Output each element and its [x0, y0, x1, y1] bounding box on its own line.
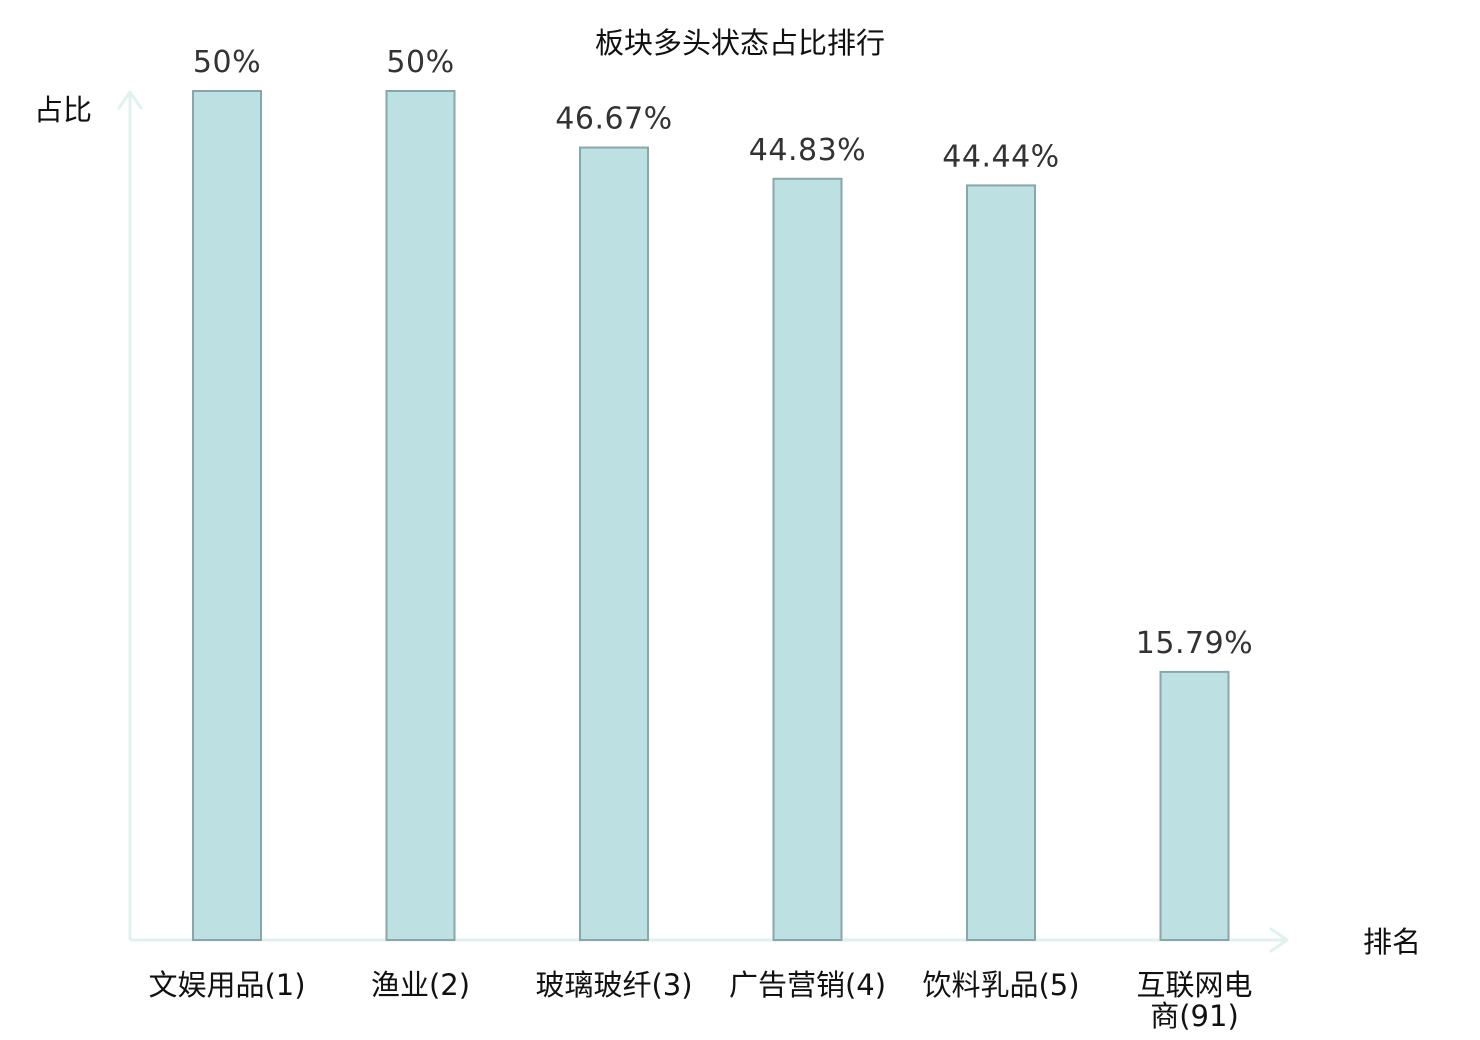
bar-value-label: 46.67% — [555, 102, 672, 137]
x-tick-label: 饮料乳品(5) — [922, 968, 1079, 1002]
bar — [385, 90, 456, 941]
bar — [1159, 670, 1230, 941]
x-axis: 排名 — [130, 925, 1421, 959]
x-tick-label: 渔业(2) — [371, 968, 470, 1002]
x-tick-label: 商(91) — [1150, 999, 1239, 1033]
bar — [966, 184, 1036, 941]
bar-value-label: 44.44% — [942, 139, 1059, 174]
x-tick-label: 广告营销(4) — [729, 968, 886, 1002]
x-axis-arrow-icon — [1269, 927, 1289, 953]
y-axis: 占比 — [34, 90, 143, 940]
x-tick-label: 文娱用品(1) — [148, 968, 305, 1002]
x-tick-label: 互联网电 — [1136, 968, 1252, 1002]
y-axis-label: 占比 — [34, 93, 92, 127]
x-tick-label: 玻璃玻纤(3) — [535, 968, 692, 1002]
bar-value-label: 50% — [386, 45, 454, 80]
category-labels: 文娱用品(1) 渔业(2) 玻璃玻纤(3) 广告营销(4) 饮料乳品(5) 互联网电商(9… — [148, 968, 1252, 1033]
x-axis-label: 排名 — [1363, 925, 1421, 959]
bar-value-label: 15.79% — [1136, 626, 1253, 661]
value-labels: 50% 50% 46.67% 44.83% 44.44% 15.79% — [193, 45, 1253, 661]
bar — [192, 90, 262, 941]
y-axis-arrow-icon — [117, 90, 143, 110]
bar-value-label: 50% — [193, 45, 261, 80]
bar-series — [192, 90, 1230, 941]
bar-value-label: 44.83% — [749, 133, 866, 168]
bar — [579, 146, 649, 941]
bar — [772, 177, 843, 941]
chart-title: 板块多头状态占比排行 — [595, 26, 885, 60]
